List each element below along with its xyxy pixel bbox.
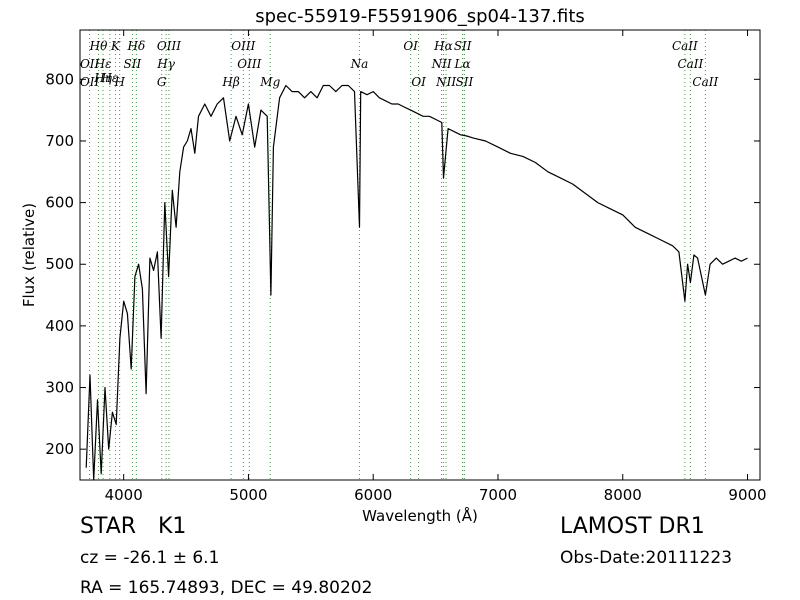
line-label-upper: Hθ [89, 39, 108, 53]
x-tick-label: 6000 [354, 486, 392, 504]
line-label-lower: Mg [259, 75, 280, 89]
line-label-middle: SII [124, 57, 142, 71]
line-label-upper: SII [454, 39, 472, 53]
line-label-upper: OIII [157, 39, 181, 53]
line-label-middle: Hε [94, 57, 112, 71]
line-label-lower: H [113, 75, 125, 89]
line-label-middle: Na [350, 57, 369, 71]
line-label-upper: OI [403, 39, 418, 53]
object-subclass: K1 [158, 514, 187, 539]
y-tick-label: 800 [45, 70, 74, 88]
line-label-middle: CaII [677, 57, 703, 71]
line-label-middle: OIII [237, 57, 261, 71]
y-tick-label: 300 [45, 379, 74, 397]
redshift-value: cz = -26.1 ± 6.1 [80, 548, 220, 568]
line-label-middle: NII [431, 57, 452, 71]
x-axis-label: Wavelength (Å) [362, 506, 478, 525]
observation-date: Obs-Date:20111223 [560, 548, 733, 568]
object-class: STAR [80, 514, 137, 539]
x-tick-label: 9000 [728, 486, 766, 504]
coordinates: RA = 165.74893, DEC = 49.80202 [80, 578, 373, 598]
plot-frame [79, 29, 761, 481]
y-tick-label: 500 [45, 255, 74, 273]
line-label-upper: Hα [433, 39, 453, 53]
x-tick-label: 4000 [105, 486, 143, 504]
line-label-middle: OII [80, 57, 100, 71]
line-label-upper: OIII [231, 39, 255, 53]
line-label-lower: Hβ [221, 75, 239, 89]
line-label-lower: OI [411, 75, 426, 89]
line-label-lower: G [157, 75, 167, 89]
x-tick-label: 5000 [229, 486, 267, 504]
y-tick-label: 600 [45, 194, 74, 212]
line-label-upper: K [110, 39, 121, 53]
line-label-upper: Hδ [127, 39, 146, 53]
y-tick-label: 400 [45, 317, 74, 335]
spectrum-line [85, 84, 748, 481]
survey-name: LAMOST DR1 [560, 514, 705, 539]
x-tick-label: 8000 [604, 486, 642, 504]
chart-title: spec-55919-F5591906_sp04-137.fits [255, 6, 585, 27]
line-label-lower: NII [435, 75, 456, 89]
y-tick-label: 700 [45, 132, 74, 150]
line-label-inner: Hε [100, 71, 118, 85]
line-label-middle: Lα [454, 57, 471, 71]
y-axis-label: Flux (relative) [20, 203, 38, 307]
y-tick-label: 200 [45, 440, 74, 458]
line-label-lower: OII [80, 75, 100, 89]
line-label-lower: CaII [692, 75, 718, 89]
line-label-upper: CaII [672, 39, 698, 53]
line-label-lower: SII [456, 75, 474, 89]
x-tick-label: 7000 [479, 486, 517, 504]
line-label-inner: Hη [93, 71, 112, 85]
line-label-middle: Hγ [156, 57, 175, 71]
